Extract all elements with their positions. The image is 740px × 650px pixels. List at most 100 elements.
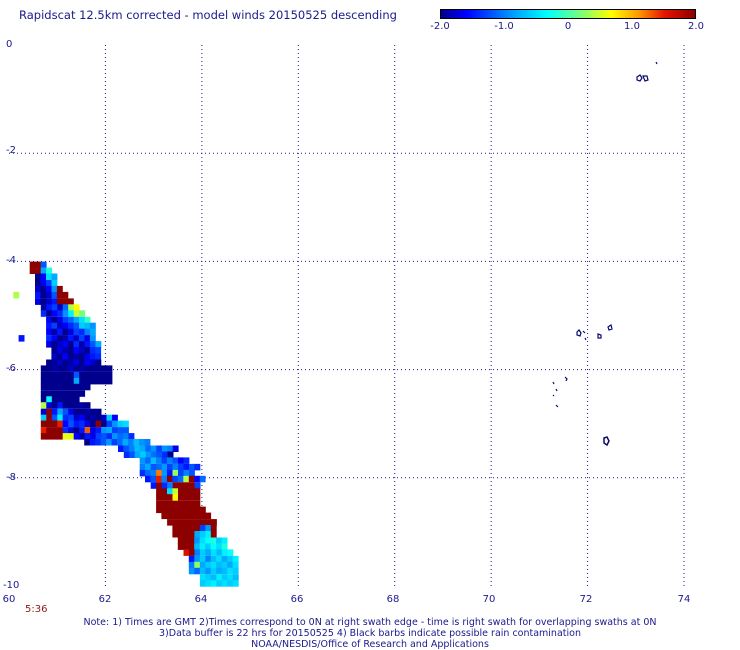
wind-cell: [73, 353, 80, 360]
wind-cell: [194, 482, 201, 489]
wind-cell: [46, 427, 53, 434]
wind-cell: [232, 574, 239, 581]
wind-cell: [46, 285, 52, 293]
wind-cell: [56, 298, 63, 305]
wind-cell: [189, 463, 195, 471]
wind-cell: [188, 475, 195, 483]
wind-cell: [188, 525, 195, 532]
wind-cell: [40, 298, 47, 305]
wind-cell: [51, 335, 58, 342]
wind-cell: [145, 457, 151, 464]
wind-cell: [172, 469, 179, 477]
wind-cell: [29, 267, 36, 274]
wind-cell: [167, 469, 173, 477]
wind-cell: [161, 463, 168, 471]
wind-cell: [194, 475, 201, 483]
wind-cell: [183, 457, 190, 464]
wind-cell: [62, 322, 69, 330]
wind-cell: [68, 316, 74, 324]
wind-cell: [167, 445, 174, 452]
wind-cell: [95, 427, 102, 434]
wind-cell: [84, 359, 91, 366]
wind-cell: [51, 341, 58, 348]
wind-cell: [183, 475, 190, 483]
wind-cell: [56, 291, 63, 299]
wind-cell: [35, 273, 41, 280]
wind-cell: [199, 567, 206, 575]
wind-cell: [79, 316, 85, 324]
wind-cell: [172, 488, 179, 495]
wind-cell: [89, 439, 96, 446]
wind-cell: [73, 310, 80, 317]
island-outline: [603, 436, 610, 447]
wind-cell: [210, 555, 217, 563]
wind-cell: [144, 439, 151, 446]
wind-cell: [199, 531, 206, 538]
y-tick-label: -6: [6, 363, 16, 374]
wind-cell: [73, 347, 80, 354]
wind-cell: [199, 574, 206, 581]
wind-cell: [188, 537, 195, 544]
wind-cell: [177, 512, 184, 520]
wind-cell: [51, 273, 58, 280]
wind-cell: [95, 420, 102, 428]
wind-cell: [100, 439, 107, 446]
footnote-line-3: NOAA/NESDIS/Office of Research and Appli…: [251, 639, 489, 650]
wind-cell: [51, 396, 58, 403]
wind-cell: [178, 482, 184, 489]
wind-cell: [79, 365, 86, 372]
wind-cell: [210, 531, 217, 538]
wind-cell: [183, 469, 190, 477]
wind-cell: [62, 316, 69, 324]
wind-cell: [199, 512, 206, 520]
wind-cell: [221, 555, 228, 563]
wind-cell: [166, 475, 173, 483]
wind-cell: [62, 408, 69, 416]
wind-cell: [145, 445, 152, 452]
wind-cell: [205, 561, 212, 569]
wind-cell: [178, 500, 184, 508]
wind-cell: [227, 561, 234, 569]
wind-cell: [46, 420, 53, 428]
wind-cell: [51, 280, 58, 287]
wind-cell: [194, 519, 201, 526]
wind-cell: [79, 414, 86, 422]
wind-cell: [68, 310, 75, 317]
wind-cell: [178, 494, 184, 501]
wind-cell: [95, 365, 102, 372]
wind-cell: [156, 500, 162, 508]
wind-cell: [84, 402, 91, 409]
wind-cell: [156, 494, 162, 501]
wind-cell: [139, 457, 146, 464]
wind-cell: [84, 408, 91, 416]
wind-cell: [79, 433, 86, 440]
wind-cell: [194, 494, 201, 501]
wind-cell: [73, 322, 80, 330]
wind-cell: [68, 322, 74, 330]
wind-cell: [210, 543, 217, 550]
wind-cell: [40, 280, 47, 287]
wind-cell: [84, 322, 91, 330]
wind-cell: [46, 273, 52, 280]
wind-cell: [161, 482, 168, 489]
wind-cell: [216, 561, 223, 569]
wind-cell: [79, 310, 86, 317]
wind-cell: [68, 371, 75, 379]
wind-cell: [51, 414, 58, 422]
wind-cell: [46, 316, 52, 324]
wind-cell: [89, 335, 96, 342]
wind-cell: [40, 377, 47, 385]
wind-cell: [46, 414, 53, 422]
wind-cell: [78, 353, 85, 360]
wind-cell: [13, 291, 20, 299]
wind-cell: [106, 377, 113, 385]
wind-cell: [161, 500, 168, 508]
wind-cell: [216, 574, 223, 581]
wind-cell: [46, 408, 53, 416]
wind-cell: [84, 439, 91, 446]
wind-cell: [62, 353, 69, 360]
chart-title: Rapidscat 12.5km corrected - model winds…: [19, 8, 397, 22]
wind-cell: [123, 420, 129, 428]
wind-cell: [172, 494, 179, 501]
wind-cell: [150, 445, 157, 452]
